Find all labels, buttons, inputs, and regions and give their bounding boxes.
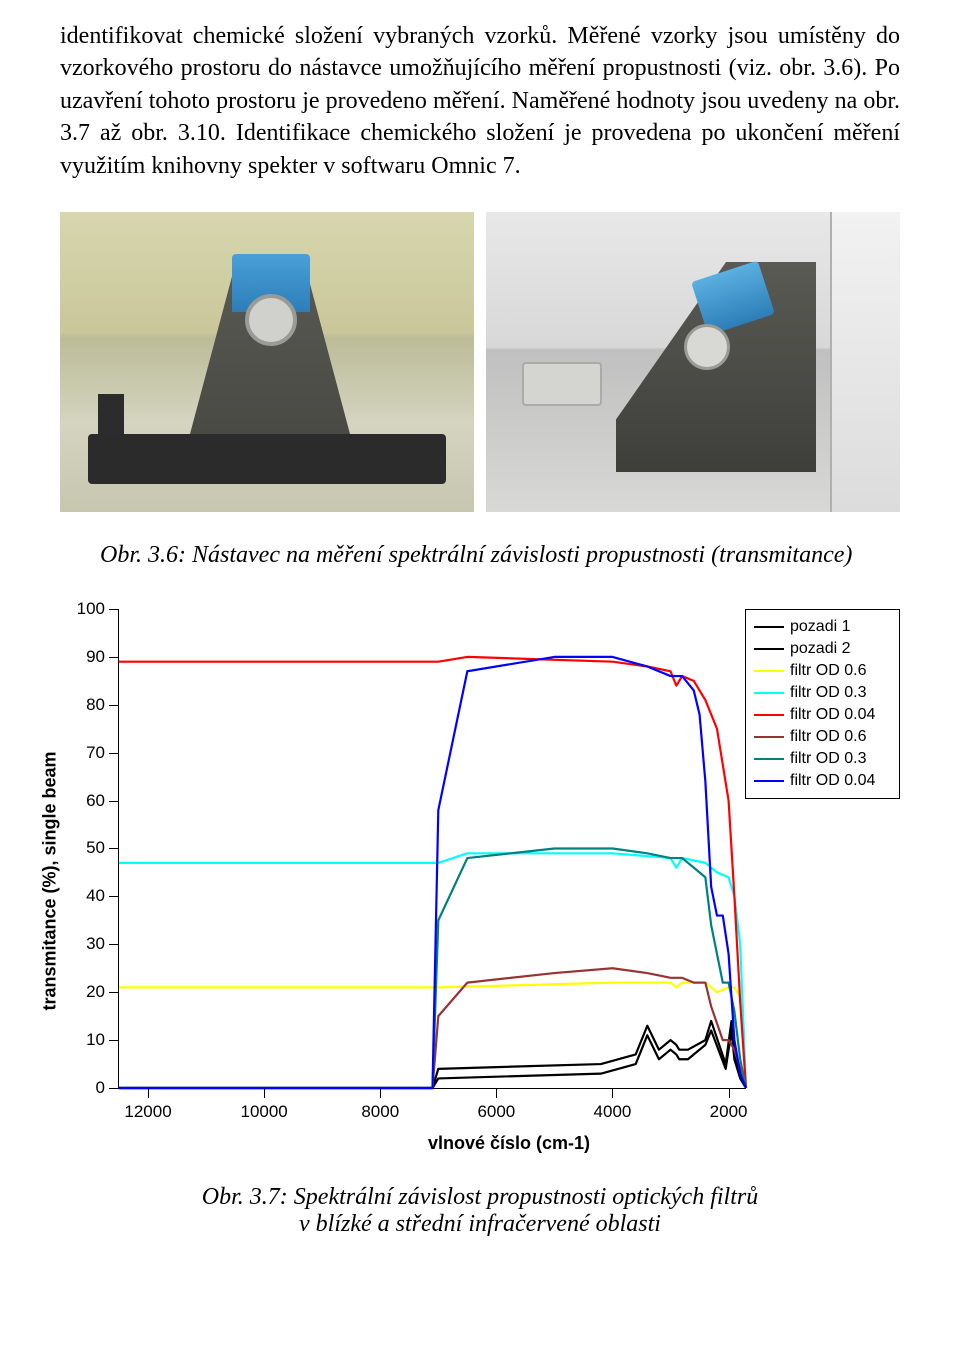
photo-left	[60, 212, 474, 512]
legend-color-line	[754, 780, 784, 782]
legend-color-line	[754, 714, 784, 716]
legend-label: filtr OD 0.6	[790, 662, 866, 680]
legend-item: filtr OD 0.3	[754, 682, 891, 704]
chart-ytick-label: 100	[77, 599, 119, 619]
caption-37-line2: v blízké a střední infračervené oblasti	[299, 1211, 661, 1237]
chart-xtick-label: 6000	[477, 1088, 515, 1122]
legend-color-line	[754, 692, 784, 694]
legend-item: filtr OD 0.6	[754, 726, 891, 748]
photo-right	[486, 212, 900, 512]
chart-ytick-label: 90	[86, 647, 119, 667]
legend-color-line	[754, 648, 784, 650]
photo-sample-window	[245, 294, 297, 346]
photo-block	[98, 394, 124, 434]
chart-ytick-label: 70	[86, 743, 119, 763]
legend-label: filtr OD 0.04	[790, 772, 875, 790]
chart-xlabel: vlnové číslo (cm-1)	[118, 1133, 900, 1154]
chart-ytick-label: 0	[96, 1078, 119, 1098]
chart-xtick-label: 12000	[124, 1088, 171, 1122]
body-paragraph: identifikovat chemické složení vybraných…	[60, 20, 900, 182]
legend-item: pozadi 2	[754, 638, 891, 660]
photo-instrument-panel	[830, 212, 900, 512]
photo-connector-port	[522, 362, 602, 406]
chart-ytick-label: 20	[86, 982, 119, 1002]
legend-label: filtr OD 0.6	[790, 728, 866, 746]
figure-caption-37: Obr. 3.7: Spektrální závislost propustno…	[60, 1184, 900, 1238]
legend-label: filtr OD 0.04	[790, 706, 875, 724]
legend-item: pozadi 1	[754, 616, 891, 638]
legend-item: filtr OD 0.04	[754, 704, 891, 726]
chart-ytick-label: 80	[86, 695, 119, 715]
chart-ytick-label: 30	[86, 934, 119, 954]
photo-sample-window	[684, 324, 730, 370]
legend-label: filtr OD 0.3	[790, 684, 866, 702]
chart-ytick-label: 60	[86, 791, 119, 811]
chart-ytick-label: 10	[86, 1030, 119, 1050]
legend-item: filtr OD 0.04	[754, 770, 891, 792]
legend-color-line	[754, 670, 784, 672]
chart-lines-svg	[119, 609, 746, 1088]
chart-xtick-label: 8000	[361, 1088, 399, 1122]
legend-color-line	[754, 736, 784, 738]
chart-ytick-label: 50	[86, 838, 119, 858]
photo-row	[60, 212, 900, 512]
chart-ylabel: transmitance (%), single beam	[40, 752, 61, 1011]
photo-base	[88, 434, 446, 484]
legend-color-line	[754, 626, 784, 628]
legend-color-line	[754, 758, 784, 760]
chart-xtick-label: 4000	[594, 1088, 632, 1122]
chart-series-line	[119, 657, 746, 1088]
chart-xtick-label: 2000	[710, 1088, 748, 1122]
chart-series-line	[119, 657, 746, 1088]
legend-label: pozadi 2	[790, 640, 851, 658]
caption-37-line1: Obr. 3.7: Spektrální závislost propustno…	[202, 1184, 758, 1210]
chart-legend: pozadi 1 pozadi 2 filtr OD 0.6 filtr OD 0.3…	[745, 609, 900, 799]
chart-plot-area: 0102030405060708090100120001000080006000…	[118, 609, 746, 1089]
legend-item: filtr OD 0.3	[754, 748, 891, 770]
chart-xtick-label: 10000	[240, 1088, 287, 1122]
legend-label: filtr OD 0.3	[790, 750, 866, 768]
legend-item: filtr OD 0.6	[754, 660, 891, 682]
figure-caption-36: Obr. 3.6: Nástavec na měření spektrální …	[100, 542, 900, 569]
legend-label: pozadi 1	[790, 618, 851, 636]
transmittance-chart: transmitance (%), single beam 0102030405…	[60, 609, 900, 1154]
chart-ytick-label: 40	[86, 886, 119, 906]
